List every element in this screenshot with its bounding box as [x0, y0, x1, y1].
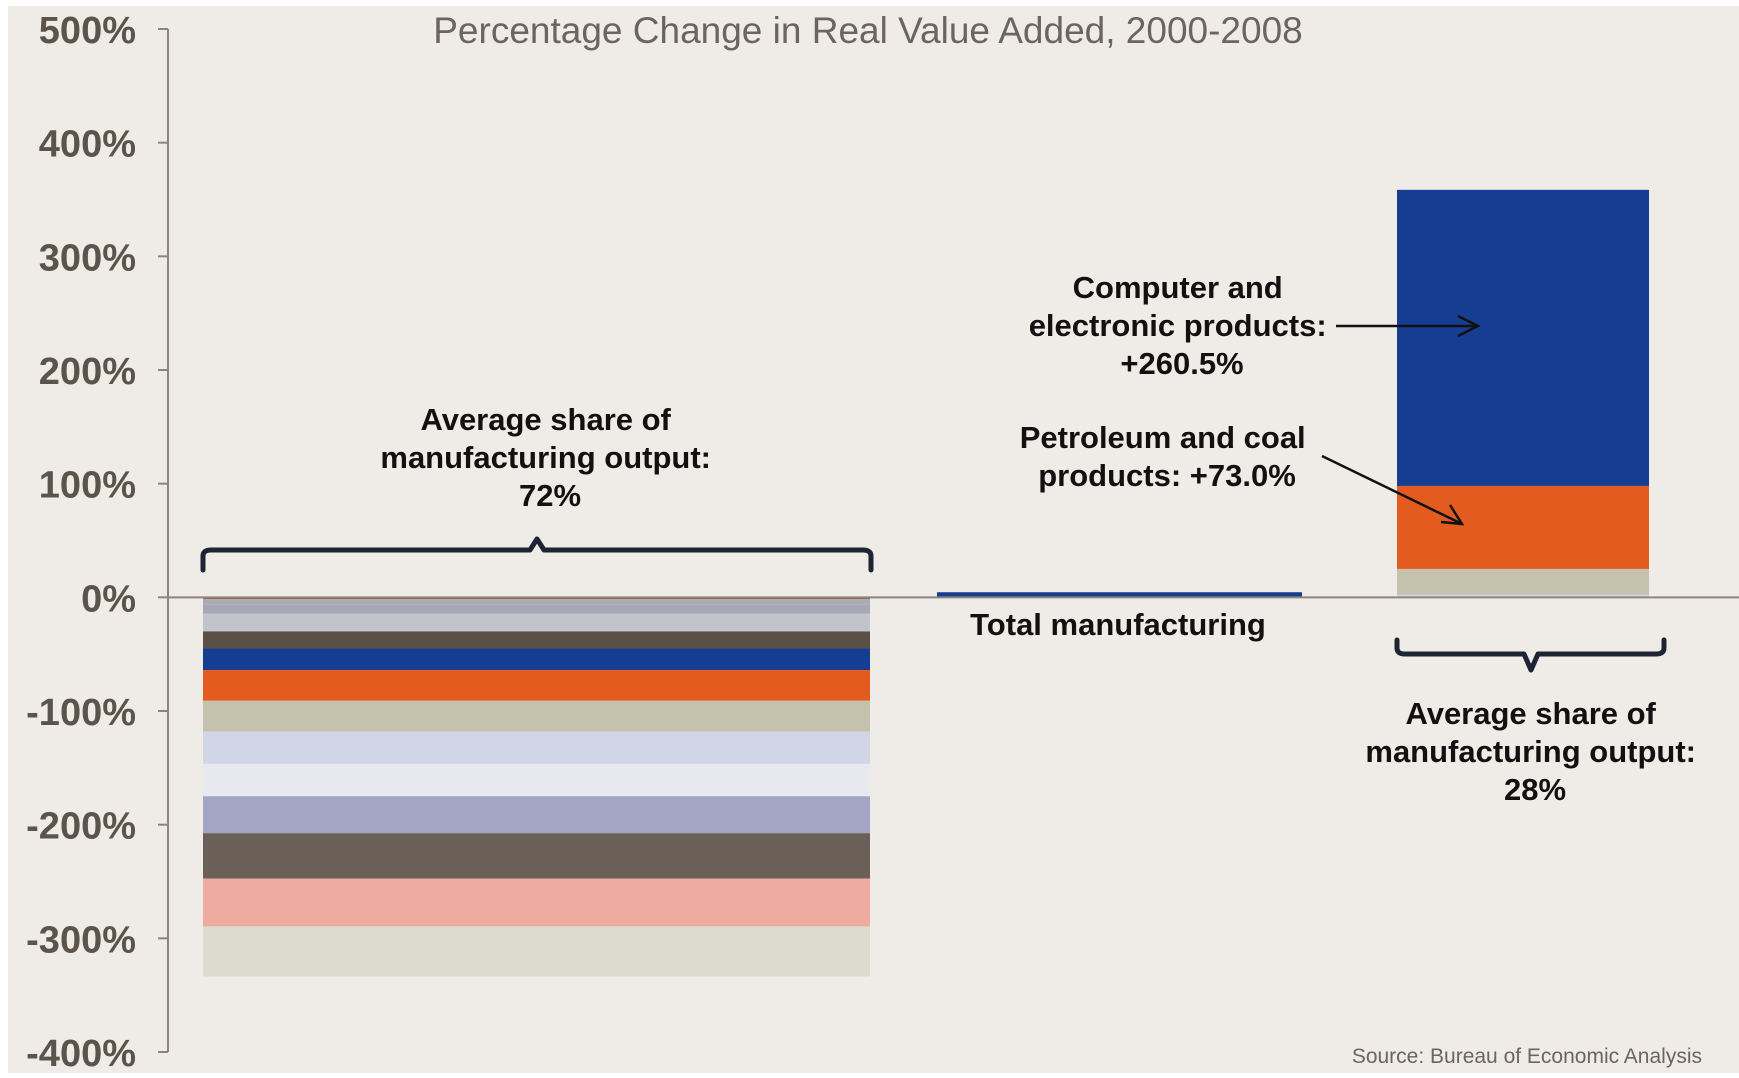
- bar-segment-growing: [1397, 189, 1649, 486]
- bar-segment-growing: [1397, 594, 1649, 598]
- bar-segment-declining: [203, 731, 870, 764]
- y-tick-label: 400%: [39, 124, 136, 166]
- computer-annotation: Computer and electronic products: +260.5…: [1029, 270, 1336, 381]
- bar-segment-declining: [203, 631, 870, 649]
- bar-segment-declining: [203, 796, 870, 834]
- y-tick-label: 500%: [39, 10, 136, 52]
- right-brace: [1394, 637, 1667, 673]
- y-tick-label: -300%: [26, 919, 136, 961]
- left-brace-label: Average share of manufacturing output: 7…: [380, 402, 719, 513]
- bar-segment-declining: [203, 599, 870, 605]
- y-tick-label: 0%: [81, 578, 136, 620]
- right-brace-label-line-3: 28%: [1504, 772, 1566, 807]
- petroleum-annotation: Petroleum and coal products: +73.0%: [1020, 420, 1315, 493]
- right-brace-label-line-2: manufacturing output:: [1365, 734, 1696, 769]
- total-manufacturing-label: Total manufacturing: [970, 607, 1266, 642]
- computer-annotation-line-1: Computer and: [1073, 270, 1283, 305]
- y-axis: 500% 400% 300% 200% 100% 0% -100% -200% -300% -40…: [26, 10, 169, 1075]
- bars: [203, 189, 1649, 977]
- left-brace-label-line-2: manufacturing output:: [380, 440, 711, 475]
- y-tick-label: 300%: [39, 237, 136, 279]
- bar-segment-declining: [203, 670, 870, 701]
- petroleum-arrow: [1321, 454, 1465, 526]
- bar-segment-declining: [203, 833, 870, 879]
- computer-arrow: [1336, 314, 1481, 338]
- bar-segment-declining: [203, 613, 870, 632]
- bar-segment-declining: [203, 700, 870, 732]
- computer-annotation-line-3: +260.5%: [1120, 346, 1243, 381]
- bar-segment-declining: [203, 604, 870, 614]
- y-tick-label: -400%: [26, 1033, 136, 1073]
- bar-segment-declining: [203, 878, 870, 927]
- y-tick-label: 100%: [39, 465, 136, 507]
- left-brace-label-line-3: 72%: [519, 478, 581, 513]
- computer-annotation-line-2: electronic products:: [1029, 308, 1327, 343]
- bar-segment-total-manufacturing: [937, 592, 1302, 598]
- bar-segment-declining: [203, 648, 870, 671]
- bar-segment-declining: [203, 763, 870, 797]
- chart-title: Percentage Change in Real Value Added, 2…: [433, 10, 1302, 51]
- left-brace-label-line-1: Average share of: [420, 402, 671, 437]
- bar-segment-declining: [203, 926, 870, 977]
- y-tick-label: -100%: [26, 692, 136, 734]
- right-brace-label: Average share of manufacturing output: 2…: [1365, 696, 1704, 807]
- right-brace-label-line-1: Average share of: [1405, 696, 1656, 731]
- y-tick-label: -200%: [26, 806, 136, 848]
- petroleum-annotation-line-2: products: +73.0%: [1038, 458, 1296, 493]
- bar-segment-growing: [1397, 568, 1649, 595]
- left-brace: [200, 536, 874, 573]
- source-note: Source: Bureau of Economic Analysis: [1352, 1045, 1702, 1068]
- petroleum-annotation-line-1: Petroleum and coal: [1020, 420, 1306, 455]
- bar-segment-growing: [1397, 485, 1649, 569]
- y-tick-label: 200%: [39, 351, 136, 393]
